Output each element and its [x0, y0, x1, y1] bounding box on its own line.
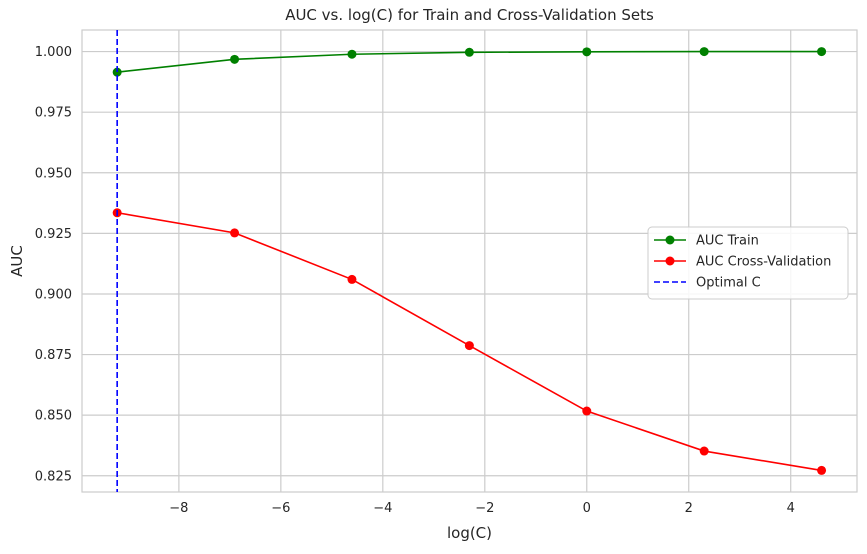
y-tick-label: 0.875: [35, 348, 72, 363]
series-auc-train: [112, 47, 827, 77]
data-point: [699, 446, 709, 456]
legend-box: [647, 226, 849, 300]
y-tick-label: 0.825: [35, 469, 72, 484]
y-tick-label: 0.975: [35, 106, 72, 121]
data-point: [112, 67, 122, 77]
data-point: [582, 406, 592, 416]
y-tick-label: 1.000: [35, 45, 72, 60]
data-point: [817, 465, 827, 475]
legend-label: AUC Train: [696, 234, 759, 249]
data-point: [347, 49, 357, 59]
data-point: [582, 47, 592, 57]
plot-frame: [81, 29, 858, 493]
x-tick-label: 4: [787, 501, 795, 516]
data-point: [817, 47, 827, 57]
data-point: [347, 274, 357, 284]
series-layer: [112, 30, 827, 492]
data-point: [230, 54, 240, 64]
legend-label: Optimal C: [696, 276, 761, 291]
x-tick-label: −4: [373, 501, 392, 516]
x-tick-label: 0: [583, 501, 591, 516]
y-axis-ticks: 0.825 0.850 0.875 0.900 0.925 0.950 0.975 1.000: [35, 45, 72, 484]
x-tick-label: −6: [271, 501, 290, 516]
chart-title: AUC vs. log(C) for Train and Cross-Valid…: [285, 6, 654, 24]
y-tick-label: 0.850: [35, 409, 72, 424]
legend-marker: [665, 235, 675, 245]
data-point: [699, 47, 709, 57]
y-tick-label: 0.900: [35, 287, 72, 302]
x-axis-label: log(C): [447, 524, 492, 542]
legend-label: AUC Cross-Validation: [696, 255, 831, 270]
x-tick-label: −2: [475, 501, 494, 516]
data-point: [230, 228, 240, 238]
data-point: [464, 47, 474, 57]
y-axis-label: AUC: [8, 245, 26, 277]
x-tick-label: −8: [169, 501, 188, 516]
x-axis-ticks: −8 −6 −4 −2 0 2 4: [169, 501, 795, 516]
legend: AUC Train AUC Cross-Validation Optimal C: [647, 226, 849, 300]
x-tick-label: 2: [685, 501, 693, 516]
legend-marker: [665, 256, 675, 266]
y-tick-label: 0.925: [35, 227, 72, 242]
y-tick-label: 0.950: [35, 166, 72, 181]
data-point: [464, 341, 474, 351]
